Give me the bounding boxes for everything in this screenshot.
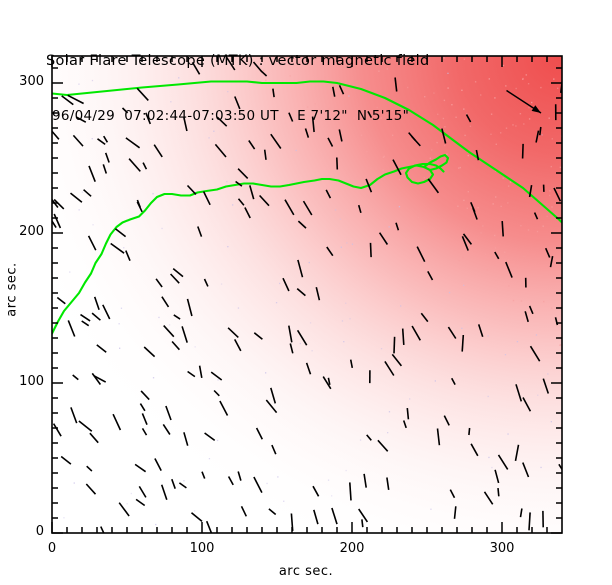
page-title: Solar Flare Telescope (MTK) : vector mag…	[46, 53, 430, 69]
y-axis-label: arc sec.	[4, 262, 20, 317]
contour-lines	[52, 80, 562, 335]
vector-field	[52, 56, 562, 533]
figure-title-block: Solar Flare Telescope (MTK) : vector mag…	[46, 14, 430, 163]
scale-arrow	[506, 89, 542, 114]
figure-subtitle: 96/04/29 07:02:44-07:03:50 UT E 7'12" N …	[52, 108, 410, 124]
x-axis-label: arc sec.	[278, 564, 334, 579]
x-tick-label: 0	[47, 541, 57, 556]
x-tick-label: 200	[339, 541, 365, 556]
y-tick-label: 100	[19, 374, 44, 389]
y-tick-label: 300	[19, 74, 44, 89]
x-tick-label: 300	[489, 541, 515, 556]
y-tick-label: 200	[19, 224, 44, 239]
axes-frame	[51, 55, 563, 534]
x-tick-label: 100	[189, 541, 215, 556]
y-tick-label: 0	[35, 524, 44, 539]
